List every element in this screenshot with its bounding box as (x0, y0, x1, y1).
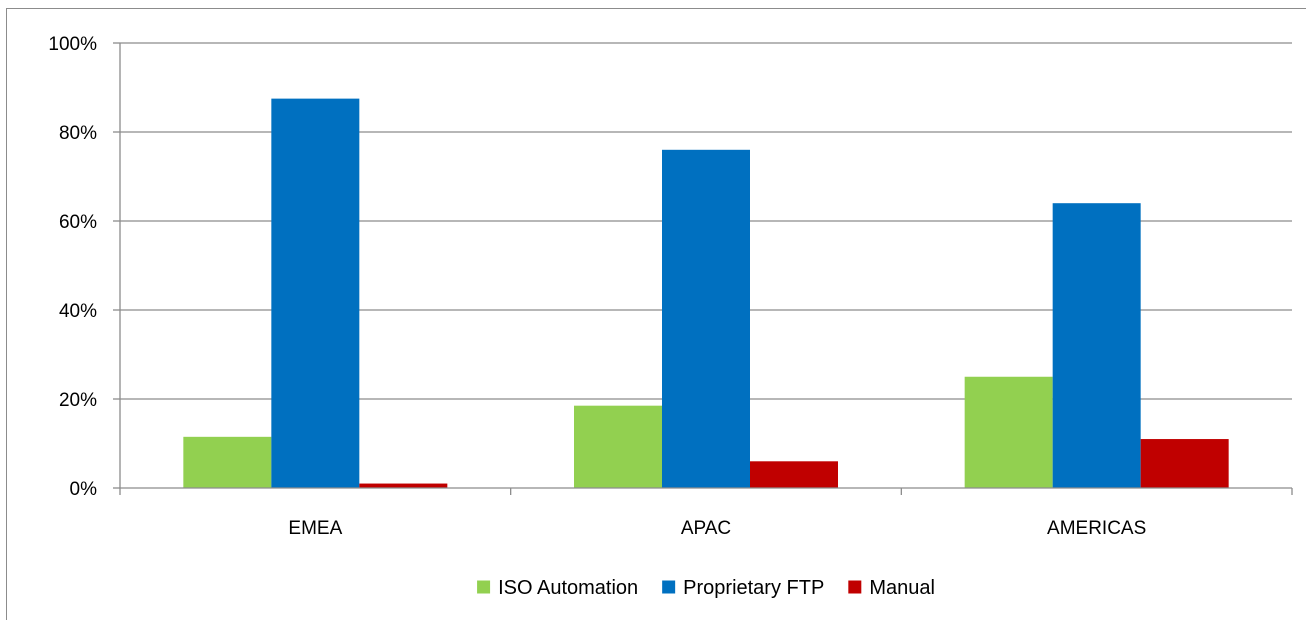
legend: ISO Automation Proprietary FTP Manual (477, 577, 935, 599)
bar-proprietary-ftp-emea (271, 98, 360, 488)
y-tick-label: 100% (48, 34, 97, 55)
bars (183, 98, 1229, 489)
x-tick-label: APAC (681, 518, 731, 539)
x-tick-labels: EMEA APAC AMERICAS (288, 518, 1146, 539)
legend-label: Proprietary FTP (683, 577, 824, 599)
legend-label: Manual (869, 577, 935, 599)
y-tick-labels: 0% 20% 40% 60% 80% 100% (48, 34, 97, 500)
legend-swatch (477, 580, 491, 594)
bar-manual-emea (359, 483, 448, 488)
x-tick-label: AMERICAS (1047, 518, 1146, 539)
legend-swatch (662, 580, 676, 594)
bar-manual-apac (750, 461, 838, 488)
bar-proprietary-ftp-apac (662, 149, 750, 489)
y-tick-label: 20% (59, 390, 97, 411)
x-tick-label: EMEA (288, 518, 342, 539)
bar-manual-americas (1140, 439, 1229, 488)
y-tick-label: 0% (70, 479, 98, 500)
bar-iso-automation-apac (574, 405, 662, 488)
bar-iso-automation-emea (183, 436, 272, 488)
y-tick-label: 80% (59, 123, 97, 144)
y-tick-label: 40% (59, 301, 97, 322)
y-tick-label: 60% (59, 212, 97, 233)
legend-swatch (848, 580, 862, 594)
bar-proprietary-ftp-americas (1052, 203, 1141, 488)
axes (113, 42, 1293, 495)
legend-label: ISO Automation (498, 577, 638, 599)
bar-iso-automation-americas (964, 376, 1053, 488)
